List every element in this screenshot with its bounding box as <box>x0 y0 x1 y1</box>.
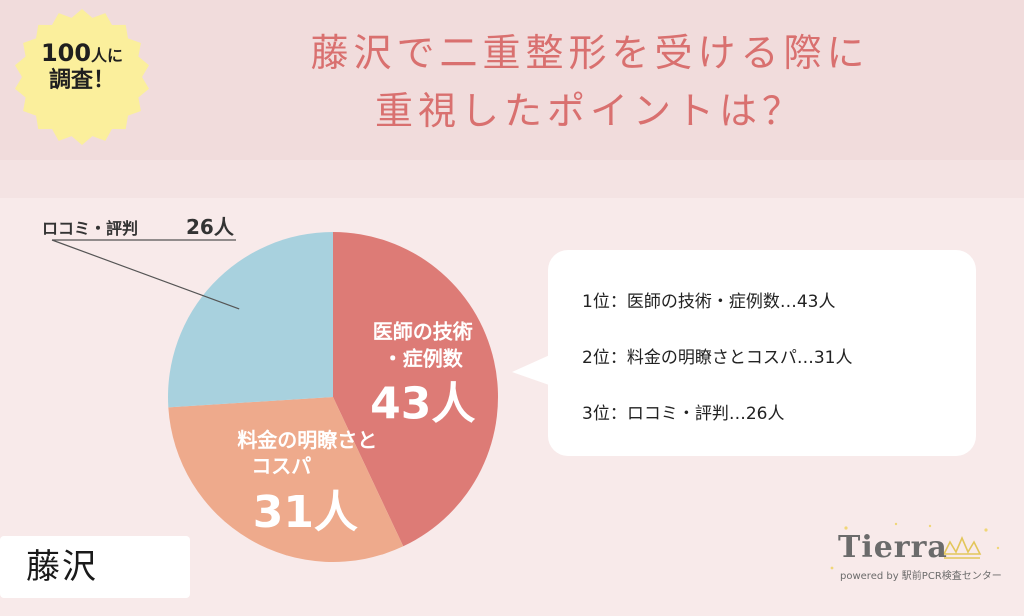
callout-value: 26人 <box>186 215 235 239</box>
slice-label-1b: ・症例数 <box>383 346 464 370</box>
title-line2: 重視したポイントは？ <box>374 89 805 133</box>
region-label: 藤沢 <box>0 536 190 598</box>
legend-text-1: 医師の技術・症例数…43人 <box>626 292 836 312</box>
legend-rank-1: 1位： <box>582 292 627 312</box>
slice-value-1: 43人 <box>370 378 475 429</box>
logo-name: Tierra <box>838 530 948 565</box>
slice-label-1a: 医師の技術 <box>373 319 473 343</box>
logo-subtitle: powered by 駅前PCR検査センター <box>840 571 1002 582</box>
page-title: 藤沢で二重整形を受ける際に 重視したポイントは？ <box>200 24 980 140</box>
slice-label-2a: 料金の明瞭さと <box>237 428 377 452</box>
slice-label-2b: コスパ <box>251 454 311 478</box>
header-band <box>0 0 1024 160</box>
badge-count: 100 <box>40 39 92 67</box>
pie-slice-3 <box>168 232 333 408</box>
callout-label: ロコミ・評判 <box>42 219 138 238</box>
legend-rank-2: 2位： <box>582 348 627 368</box>
survey-badge: 100人に 調査！ <box>6 39 158 93</box>
legend-item-2: 2位：料金の明瞭さとコスパ…31人 <box>582 343 852 368</box>
legend-text-3: ロコミ・評判…26人 <box>626 404 785 424</box>
badge-unit: 人に <box>91 46 124 65</box>
divider-band <box>0 160 1024 198</box>
ranking-legend <box>548 250 976 456</box>
callout-leader <box>51 239 240 310</box>
logo-crown-icon <box>830 522 1000 570</box>
legend-pointer <box>512 354 552 386</box>
title-line1: 藤沢で二重整形を受ける際に <box>310 31 870 75</box>
pie-slice-2 <box>168 397 404 562</box>
legend-text-2: 料金の明瞭さとコスパ…31人 <box>626 348 853 368</box>
slice-value-2: 31人 <box>253 487 358 538</box>
legend-item-1: 1位：医師の技術・症例数…43人 <box>582 287 835 312</box>
badge-line2: 調査！ <box>48 67 115 93</box>
badge-burst <box>15 9 149 145</box>
pie-slice-1 <box>333 232 499 547</box>
legend-item-3: 3位：ロコミ・評判…26人 <box>582 399 784 424</box>
legend-rank-3: 3位： <box>582 404 627 424</box>
